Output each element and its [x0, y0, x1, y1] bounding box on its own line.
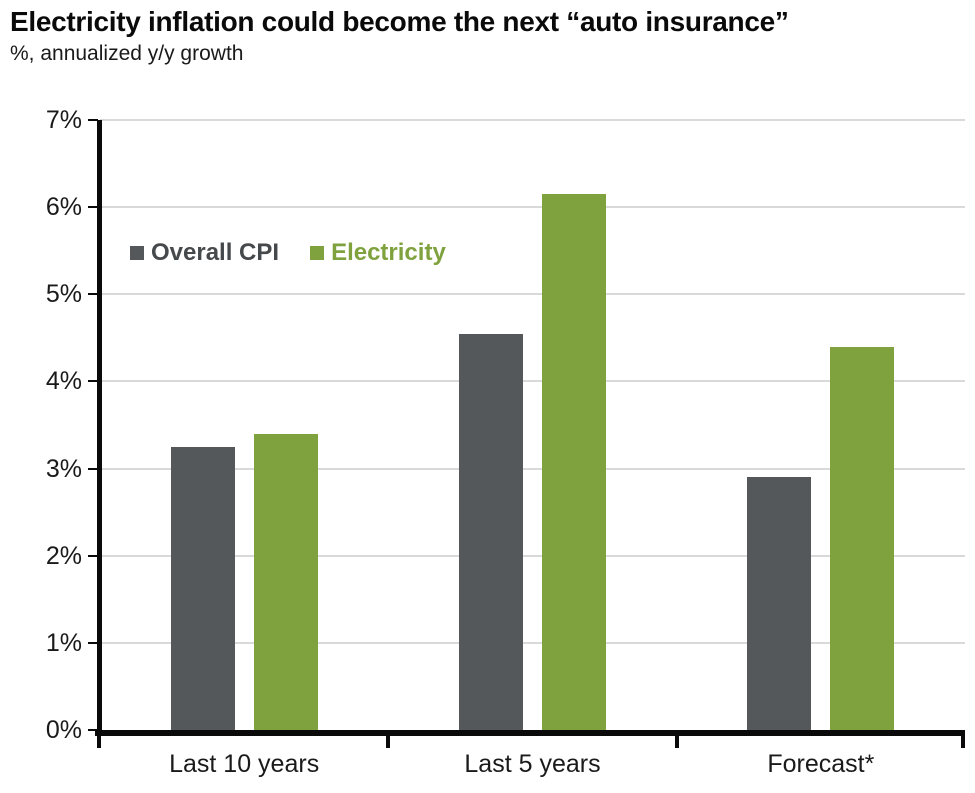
gridline — [100, 293, 965, 296]
y-axis-tick — [88, 467, 98, 470]
y-axis-label: 7% — [45, 106, 82, 134]
legend-label-overall-cpi: Overall CPI — [151, 239, 280, 266]
y-axis-label: 3% — [45, 454, 82, 483]
y-axis-label: 5% — [45, 280, 82, 309]
legend-marker-overall-cpi — [130, 246, 144, 260]
y-axis-line — [97, 120, 102, 736]
y-axis-label: 4% — [45, 367, 82, 396]
gridline — [100, 206, 965, 209]
legend-marker-electricity — [310, 246, 325, 260]
legend-item-overall-cpi: Overall CPI — [130, 239, 279, 267]
x-axis-label: Last 5 years — [464, 750, 601, 778]
gridline — [100, 119, 965, 121]
legend-label-electricity: Electricity — [331, 239, 446, 266]
x-axis-line — [95, 730, 965, 736]
bar-electricity — [253, 433, 318, 730]
y-axis-tick — [88, 380, 98, 383]
x-axis-tick — [97, 730, 101, 748]
y-axis-label: 0% — [45, 716, 82, 744]
x-axis-tick — [674, 730, 679, 748]
x-axis-tick — [961, 730, 965, 748]
y-axis-tick — [88, 119, 98, 121]
bar-overall-cpi — [459, 333, 523, 730]
legend-item-electricity: Electricity — [310, 239, 446, 267]
chart-legend: Overall CPI Electricity — [130, 239, 446, 267]
bar-overall-cpi — [170, 446, 235, 730]
gridline — [100, 467, 965, 470]
x-axis-tick — [386, 730, 391, 748]
gridline — [100, 641, 965, 644]
y-axis-tick — [88, 641, 98, 644]
chart-subtitle: %, annualized y/y growth — [10, 42, 244, 65]
bar-overall-cpi — [747, 477, 812, 730]
y-axis-tick — [88, 554, 98, 557]
y-axis-label: 2% — [45, 541, 82, 570]
y-axis-label: 1% — [45, 628, 82, 657]
chart-title: Electricity inflation could become the n… — [10, 6, 789, 37]
bar-electricity — [542, 194, 606, 730]
y-axis-tick — [88, 293, 98, 296]
y-axis-label: 6% — [45, 193, 82, 222]
y-axis-tick — [88, 206, 98, 209]
bar-electricity — [830, 346, 895, 730]
gridline — [100, 380, 965, 383]
x-axis-label: Forecast* — [767, 750, 875, 778]
x-axis-label: Last 10 years — [169, 750, 320, 778]
y-axis-tick — [88, 729, 98, 731]
gridline — [100, 554, 965, 557]
